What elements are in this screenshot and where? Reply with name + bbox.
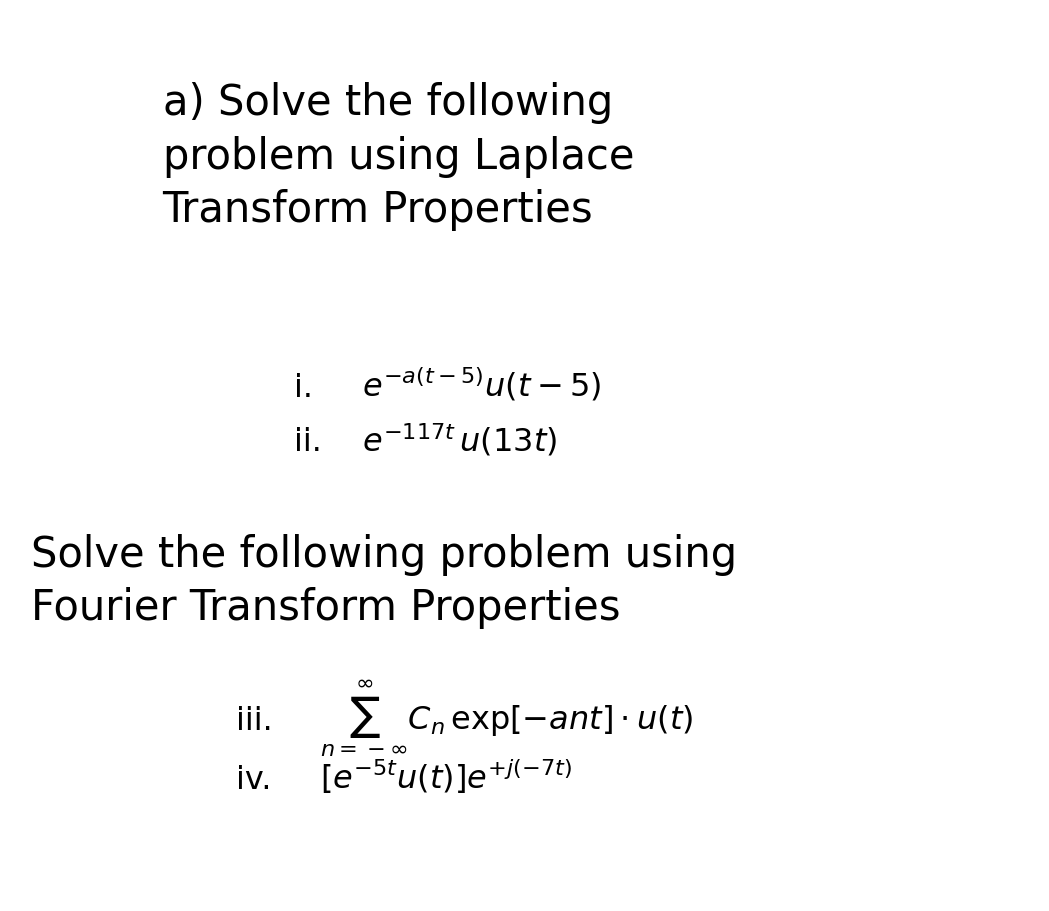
Text: $\sum_{n=-\infty}^{\infty} C_n \, \mathrm{exp}\left[-ant\right] \cdot u(t)$: $\sum_{n=-\infty}^{\infty} C_n \, \mathr… <box>320 677 693 758</box>
Text: Solve the following problem using
Fourier Transform Properties: Solve the following problem using Fourie… <box>31 533 737 629</box>
Text: $e^{-a(t-5)}u(t-5)$: $e^{-a(t-5)}u(t-5)$ <box>362 366 601 404</box>
Text: iii.: iii. <box>236 705 273 736</box>
Text: a) Solve the following
problem using Laplace
Transform Properties: a) Solve the following problem using Lap… <box>163 82 634 230</box>
Text: $[e^{-5t}u(t)]e^{+j(-7t)}$: $[e^{-5t}u(t)]e^{+j(-7t)}$ <box>320 757 572 795</box>
Text: $e^{-117t}\, u(13t)$: $e^{-117t}\, u(13t)$ <box>362 421 557 458</box>
Text: i.: i. <box>294 373 313 404</box>
Text: iv.: iv. <box>236 764 272 795</box>
Text: ii.: ii. <box>294 427 322 458</box>
